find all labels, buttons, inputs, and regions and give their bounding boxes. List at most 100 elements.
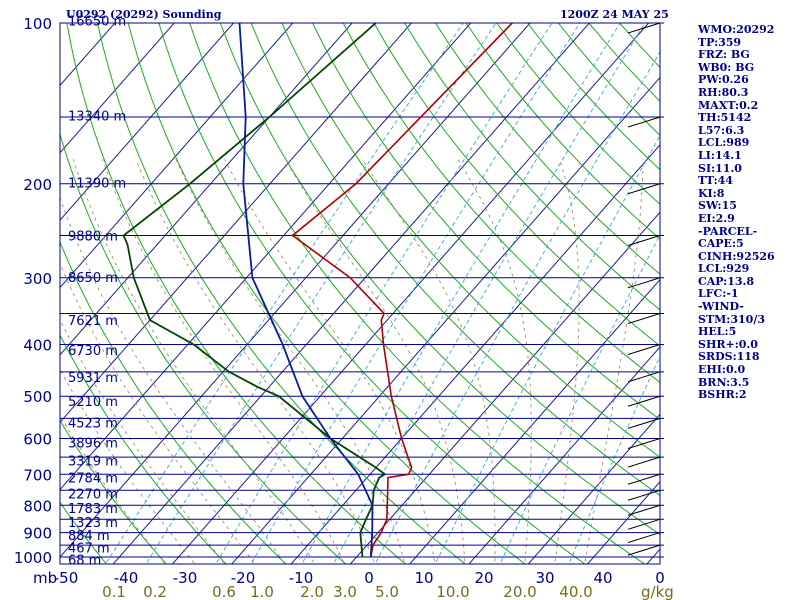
mixing-ratio-line (250, 23, 581, 564)
height-label: 3896 m (68, 436, 118, 451)
isotherm-line (60, 23, 531, 558)
index-item: MAXT:0.2 (698, 98, 759, 112)
pressure-tick-label: 800 (23, 497, 52, 515)
temperature-tick-label: 40 (593, 569, 612, 587)
moist-adiabat-line (224, 159, 436, 564)
dry-adiabat-line (127, 23, 526, 564)
index-item: STM:310/3 (698, 312, 765, 326)
mixing-ratio-line (215, 23, 553, 564)
pressure-tick-label: 400 (23, 337, 52, 355)
height-label: 9880 m (68, 229, 118, 244)
wind-barb (627, 518, 661, 530)
mixing-ratio-label: 0.6 (212, 583, 236, 600)
wind-barb (627, 489, 661, 501)
isotherm-line (60, 23, 472, 491)
mixing-ratio-unit: g/kg (641, 583, 674, 600)
mixing-ratio-label: 0.2 (143, 583, 167, 600)
height-label: 467 m (68, 542, 110, 557)
index-item: CINH:92526 (698, 249, 775, 263)
wind-barb (627, 116, 661, 128)
mixing-ratio-label: 10.0 (436, 583, 469, 600)
station-title: U0292 (20292) Sounding (66, 8, 222, 21)
wind-barb (627, 313, 661, 325)
mixing-ratio-line (105, 23, 464, 564)
mixing-ratio-label: 3.0 (333, 583, 357, 600)
height-label: 11390 m (68, 177, 126, 192)
height-label: 2784 m (68, 472, 118, 487)
pressure-tick-label: 100 (23, 15, 52, 33)
mixing-ratio-line (374, 51, 660, 564)
isotherm-line (112, 23, 590, 564)
isotherm-line (60, 23, 175, 154)
temperature-tick-label: -40 (114, 569, 139, 587)
index-item: CAP:13.8 (698, 274, 755, 288)
isotherm-line (468, 346, 660, 564)
index-item: LFC:-1 (698, 287, 739, 301)
wind-barb (627, 473, 661, 485)
isotherm-line (60, 23, 353, 356)
stability-indices: WMO:20292 TP:359 FRZ: BG WB0: BG PW:0.26 RH:8… (698, 23, 775, 402)
mixing-ratio-line (301, 23, 621, 564)
wind-barb (627, 22, 661, 34)
mixing-ratio-label: 20.0 (503, 583, 536, 600)
moist-adiabat-line (60, 196, 286, 564)
temperature-tick-label: 30 (535, 569, 554, 587)
dry-adiabat-line (219, 23, 660, 536)
moist-adiabat-line (457, 159, 532, 564)
height-label: 4523 m (68, 417, 118, 432)
index-item: TP:359 (698, 35, 742, 49)
index-item: SHR+:0.0 (698, 337, 758, 351)
dewpoint-line (122, 23, 387, 558)
moist-adiabat-line (60, 262, 256, 564)
isotherm-line (527, 413, 660, 564)
temperature-tick-label: -10 (289, 569, 314, 587)
height-label: 884 m (68, 529, 110, 544)
pressure-tick-label: 900 (23, 525, 52, 543)
valid-time: 1200Z 24 MAY 25 (560, 8, 669, 21)
height-label: 1783 m (68, 502, 118, 517)
moist-adiabat-line (60, 318, 226, 564)
index-item: BRN:3.5 (698, 375, 750, 389)
wind-barb (627, 277, 661, 289)
wind-barb (627, 344, 661, 355)
height-label: 7621 m (68, 314, 118, 329)
moist-adiabat-line (554, 159, 580, 564)
pressure-axis-label: mb (33, 569, 57, 587)
isotherm-line (60, 23, 294, 289)
mixing-ratio-label: 0.1 (102, 583, 126, 600)
height-label: 13340 m (68, 109, 126, 124)
mixing-ratio-label: 2.0 (300, 583, 324, 600)
index-item: KI:8 (698, 186, 725, 200)
wind-barb (627, 438, 661, 450)
index-item: PW:0.26 (698, 73, 749, 87)
isotherm-line (409, 278, 660, 564)
pressure-tick-label: 200 (23, 176, 52, 194)
index-item: SW:15 (698, 199, 737, 213)
height-label: 16650 m (68, 15, 126, 30)
dry-adiabat-line (60, 334, 227, 564)
index-item: HEL:5 (698, 325, 737, 339)
wind-barb (627, 395, 661, 407)
height-label: 6730 m (68, 344, 118, 359)
temperature-tick-label: 10 (414, 569, 433, 587)
height-label: 68 m (68, 553, 101, 568)
pressure-tick-label: 600 (23, 431, 52, 449)
dry-adiabat-line (96, 23, 467, 564)
index-item: RH:80.3 (698, 85, 749, 99)
mixing-ratio-label: 1.0 (250, 583, 274, 600)
index-item: EI:2.9 (698, 211, 735, 225)
index-item: LCL:929 (698, 262, 750, 276)
index-item: SI:11.0 (698, 161, 742, 175)
wind-barb (627, 456, 661, 468)
index-item: SRDS:118 (698, 350, 760, 364)
index-item: TT:44 (698, 174, 733, 188)
wind-barb (627, 504, 661, 516)
temperature-tick-label: 20 (474, 569, 493, 587)
height-label: 8650 m (68, 271, 118, 286)
isotherm-line (231, 76, 660, 564)
isotherm-line (171, 23, 650, 564)
parcel-line (238, 23, 374, 558)
index-item: L57:6.3 (698, 123, 745, 137)
wind-barb (627, 183, 661, 195)
